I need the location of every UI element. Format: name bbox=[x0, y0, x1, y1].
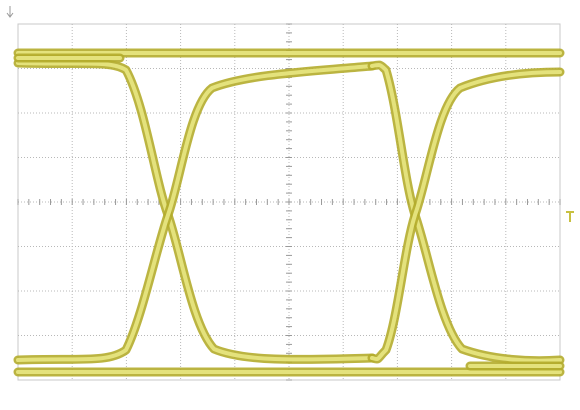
page: (() => { const data = JSON.parse(documen… bbox=[0, 0, 580, 410]
oscilloscope-screen bbox=[0, 0, 580, 410]
